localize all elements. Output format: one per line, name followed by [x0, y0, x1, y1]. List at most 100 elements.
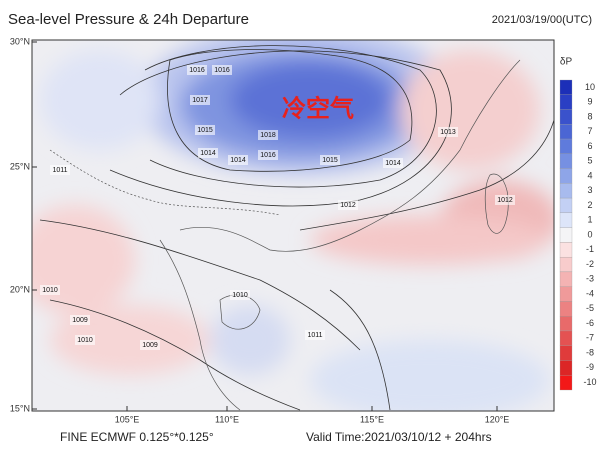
- colorbar-label: 6: [587, 141, 592, 151]
- isobar-label: 1013: [440, 129, 456, 136]
- isobar-label-bg: [212, 65, 232, 75]
- isobar-label: 1018: [260, 132, 276, 139]
- colorbar-swatch: [559, 242, 573, 258]
- lon-label: 120°E: [485, 414, 510, 424]
- isobar-label-bg: [198, 148, 218, 158]
- colorbar-label: -3: [586, 274, 594, 284]
- lat-label: 25°N: [10, 161, 30, 171]
- colorbar-swatch: [559, 316, 573, 332]
- colorbar-swatch: [559, 360, 573, 376]
- isobar-label-bg: [320, 155, 340, 165]
- isobar: [167, 49, 413, 172]
- title: Sea-level Pressure & 24h Departure: [8, 11, 249, 28]
- isobar-labels: 1016 1016 1017 1015 1018 1014 1014 1016 1015 1014…: [40, 65, 515, 350]
- isobar-label: 1009: [142, 342, 158, 349]
- colorbar-label: -10: [583, 377, 596, 387]
- isobar-label: 1017: [192, 97, 208, 104]
- isobar-label: 1016: [214, 67, 230, 74]
- isobar: [49, 299, 301, 411]
- isobar-label-bg: [190, 95, 210, 105]
- colorbar-swatch: [559, 301, 573, 317]
- colorbar-label: 1: [587, 215, 592, 225]
- isobar-label-bg: [140, 340, 160, 350]
- isobar: [39, 219, 361, 351]
- colorbar-label: -8: [586, 347, 594, 357]
- isobar-label-bg: [383, 158, 403, 168]
- colorbar-swatch: [559, 124, 573, 140]
- colorbar-label: -5: [586, 303, 594, 313]
- colorbar-swatch: [559, 212, 573, 228]
- valid-time: 2021/03/19/00(UTC): [492, 14, 592, 26]
- colorbar-swatch: [559, 109, 573, 125]
- isobar-label: 1011: [307, 332, 322, 339]
- isobar-label: 1010: [42, 287, 58, 294]
- colorbar-swatch: [559, 94, 573, 110]
- colorbar-label: -9: [586, 362, 594, 372]
- colorbar-title: δP: [560, 57, 573, 68]
- colorbar-swatch: [559, 153, 573, 169]
- colorbar-label: 8: [587, 111, 592, 121]
- isobar: [329, 289, 391, 411]
- colorbar-label: 9: [587, 97, 592, 107]
- isobar-label-bg: [495, 195, 515, 205]
- valid-info: Valid Time:2021/03/10/12 + 204hrs: [306, 430, 492, 444]
- colorbar-label: 4: [587, 170, 592, 180]
- isobar-label-bg: [230, 290, 250, 300]
- coastline: [179, 59, 521, 252]
- colorbar-swatch: [559, 345, 573, 361]
- colorbar-swatch: [559, 183, 573, 199]
- lon-label: 115°E: [360, 414, 384, 424]
- isobar-label: 1012: [497, 197, 513, 204]
- isobar-label-bg: [258, 130, 278, 140]
- isobar-label: 1014: [230, 157, 246, 164]
- colorbar-swatch: [559, 330, 573, 346]
- colorbar-swatch: [559, 375, 573, 391]
- isobar-label-bg: [438, 127, 458, 137]
- colorbar-swatch: [559, 138, 573, 154]
- isobar-label: 1015: [197, 127, 213, 134]
- taiwan: [484, 173, 509, 234]
- isobar-label-bg: [305, 330, 325, 340]
- isobar-label: 1014: [385, 160, 401, 167]
- colorbar-label: -1: [586, 244, 594, 254]
- isobar-label-bg: [70, 315, 90, 325]
- isobar-label: 1011: [52, 167, 67, 174]
- lat-label: 20°N: [10, 284, 30, 294]
- isobar-label: 1010: [232, 292, 248, 299]
- colorbar-label: 2: [587, 200, 592, 210]
- isobar-label: 1012: [340, 202, 356, 209]
- isobar-label-bg: [338, 200, 358, 210]
- isobar-label: 1016: [260, 152, 276, 159]
- isobar-label: 1010: [77, 337, 93, 344]
- colorbar-label: 7: [587, 126, 592, 136]
- lat-label: 15°N: [10, 403, 30, 413]
- map-frame: [31, 39, 555, 412]
- pressure-shading: [32, 40, 554, 411]
- lon-label: 110°E: [215, 414, 239, 424]
- isobar-label-bg: [50, 165, 70, 175]
- isobar-label: 1016: [189, 67, 205, 74]
- isobar-label: 1014: [200, 150, 216, 157]
- colorbar-swatch: [559, 271, 573, 287]
- isobar-label-bg: [228, 155, 248, 165]
- colorbar-swatch: [559, 227, 573, 243]
- border: [49, 149, 281, 216]
- colorbar-label: 3: [587, 185, 592, 195]
- colorbar-swatch: [559, 79, 573, 95]
- colorbar-label: -4: [586, 288, 594, 298]
- colorbar-label: 0: [587, 229, 592, 239]
- colorbar-label: -6: [586, 318, 594, 328]
- isobar-label-bg: [40, 285, 60, 295]
- lat-label: 30°N: [10, 36, 30, 46]
- colorbar-label: 5: [587, 156, 592, 166]
- colorbar-label: -7: [586, 333, 594, 343]
- map-area: 1016 1016 1017 1015 1018 1014 1014 1016 1015 1014…: [32, 40, 554, 411]
- colorbar-swatch: [559, 197, 573, 214]
- colorbar-swatch: [559, 256, 573, 273]
- isobar-label-bg: [75, 335, 95, 345]
- colorbar-swatch: [559, 286, 573, 302]
- isobar: [299, 119, 554, 231]
- isobar-label-bg: [195, 125, 215, 135]
